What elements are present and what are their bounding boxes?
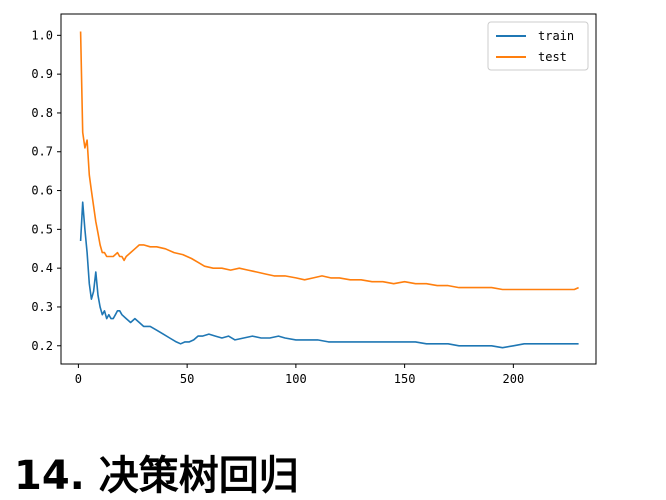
y-tick-label: 0.6 [31,184,53,198]
series-line-train [79,201,579,349]
series-lines [79,31,579,349]
y-tick-label: 0.7 [31,145,53,159]
y-tick-label: 0.3 [31,300,53,314]
legend-label-train: train [538,29,574,43]
y-tick-label: 0.4 [31,261,53,275]
section-heading: 14. 决策树回归 [14,452,299,500]
x-tick-label: 200 [503,372,525,386]
section-number: 14. [14,453,85,499]
plot-frame [60,13,597,365]
y-tick-label: 1.0 [31,28,53,42]
y-tick-label: 0.9 [31,67,53,81]
y-tick-label: 0.2 [31,339,53,353]
y-tick-label: 0.8 [31,106,53,120]
x-tick-label: 0 [75,372,82,386]
x-tick-label: 100 [285,372,307,386]
legend: train test [487,21,589,71]
x-tick-label: 50 [180,372,194,386]
line-chart: 0 50 100 150 200 0.2 0.3 0.4 0.5 0.6 0.7 0.8 0.9 1.0… [31,13,597,386]
x-tick-label: 150 [394,372,416,386]
y-axis-ticks: 0.2 0.3 0.4 0.5 0.6 0.7 0.8 0.9 1.0 [31,28,61,353]
series-line-test [79,31,579,291]
section-title: 决策树回归 [98,453,299,499]
legend-label-test: test [538,50,567,64]
y-tick-label: 0.5 [31,222,53,236]
x-axis-ticks: 0 50 100 150 200 [75,364,524,386]
